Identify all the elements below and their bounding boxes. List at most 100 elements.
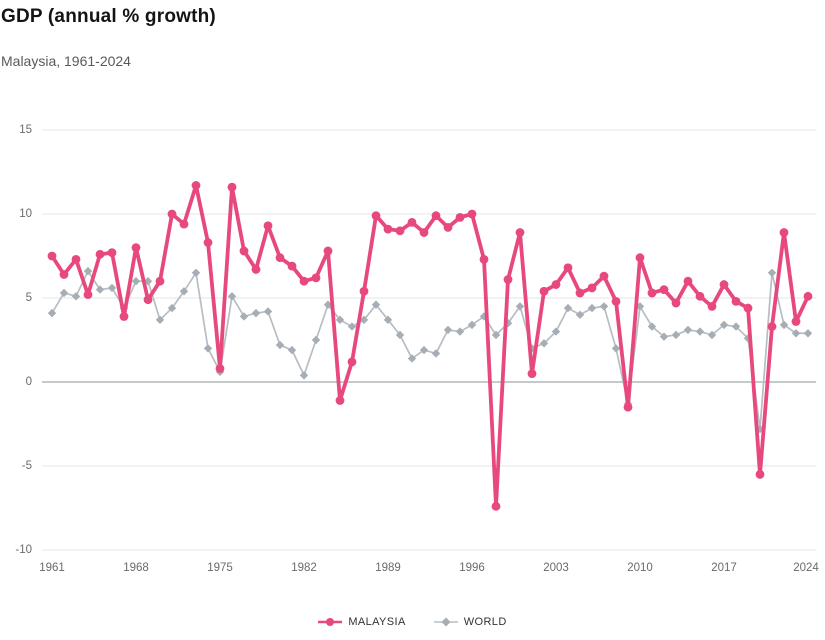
data-point-world-1966[interactable] <box>107 283 117 293</box>
data-point-malaysia-1969[interactable] <box>143 295 153 305</box>
data-point-world-1977[interactable] <box>239 312 249 321</box>
data-point-world-1986[interactable] <box>347 322 357 331</box>
data-point-world-2002[interactable] <box>539 339 549 348</box>
data-point-world-1978[interactable] <box>251 308 261 318</box>
data-point-malaysia-1987[interactable] <box>359 286 369 296</box>
data-point-malaysia-2003[interactable] <box>551 280 561 289</box>
data-point-world-1988[interactable] <box>371 300 381 309</box>
data-point-world-1989[interactable] <box>383 315 393 325</box>
data-point-malaysia-1990[interactable] <box>395 226 405 236</box>
data-point-malaysia-1996[interactable] <box>467 209 477 219</box>
data-point-world-1962[interactable] <box>59 288 69 298</box>
data-point-world-1968[interactable] <box>131 277 141 286</box>
data-point-malaysia-2020[interactable] <box>755 470 765 479</box>
data-point-malaysia-1991[interactable] <box>407 218 417 227</box>
data-point-malaysia-1986[interactable] <box>347 357 357 367</box>
data-point-malaysia-1983[interactable] <box>311 273 321 283</box>
data-point-malaysia-1985[interactable] <box>335 396 345 405</box>
data-point-malaysia-2019[interactable] <box>743 303 753 313</box>
data-point-malaysia-2017[interactable] <box>719 280 729 289</box>
data-point-malaysia-1981[interactable] <box>287 261 297 271</box>
data-point-world-1983[interactable] <box>311 335 321 345</box>
data-point-malaysia-1978[interactable] <box>251 265 261 274</box>
data-point-world-2014[interactable] <box>683 325 693 335</box>
data-point-world-1980[interactable] <box>275 340 285 350</box>
data-point-malaysia-1961[interactable] <box>47 251 57 261</box>
data-point-malaysia-1979[interactable] <box>263 221 273 231</box>
data-point-malaysia-1980[interactable] <box>275 253 285 263</box>
world-line[interactable] <box>51 270 809 430</box>
data-point-world-1979[interactable] <box>263 307 273 316</box>
data-point-malaysia-2014[interactable] <box>683 276 693 286</box>
data-point-malaysia-2009[interactable] <box>623 402 633 412</box>
data-point-malaysia-2002[interactable] <box>539 286 549 296</box>
data-point-world-1972[interactable] <box>179 287 189 296</box>
data-point-world-1964[interactable] <box>83 266 93 276</box>
data-point-world-1995[interactable] <box>455 327 465 336</box>
data-point-malaysia-2000[interactable] <box>515 228 525 237</box>
data-point-world-2015[interactable] <box>695 327 705 336</box>
data-point-malaysia-2001[interactable] <box>527 369 537 378</box>
data-point-world-1973[interactable] <box>191 268 201 277</box>
data-point-malaysia-2008[interactable] <box>611 296 621 306</box>
data-point-malaysia-1989[interactable] <box>383 224 393 234</box>
data-point-malaysia-1965[interactable] <box>95 249 105 259</box>
data-point-world-2024[interactable] <box>803 329 813 338</box>
data-point-malaysia-1975[interactable] <box>215 364 225 373</box>
data-point-world-1987[interactable] <box>359 315 369 325</box>
data-point-world-2023[interactable] <box>791 329 801 338</box>
data-point-malaysia-1993[interactable] <box>431 211 441 221</box>
data-point-malaysia-2007[interactable] <box>599 271 609 281</box>
data-point-world-2004[interactable] <box>563 303 573 313</box>
data-point-world-1993[interactable] <box>431 349 441 358</box>
legend-item-malaysia[interactable]: MALAYSIA <box>318 616 405 628</box>
data-point-world-2011[interactable] <box>647 322 657 331</box>
data-point-malaysia-2011[interactable] <box>647 288 657 298</box>
data-point-world-1974[interactable] <box>203 344 213 353</box>
data-point-world-1981[interactable] <box>287 345 297 355</box>
data-point-malaysia-2021[interactable] <box>767 322 777 331</box>
data-point-world-1992[interactable] <box>419 345 429 355</box>
data-point-malaysia-1982[interactable] <box>299 276 309 286</box>
data-point-malaysia-1999[interactable] <box>503 275 513 284</box>
data-point-world-1965[interactable] <box>95 285 105 294</box>
malaysia-line[interactable] <box>50 183 810 509</box>
data-point-world-1991[interactable] <box>407 354 417 363</box>
data-point-malaysia-1997[interactable] <box>479 254 489 264</box>
data-point-world-2003[interactable] <box>551 327 561 336</box>
data-point-world-2006[interactable] <box>587 303 597 313</box>
data-point-malaysia-2016[interactable] <box>707 302 717 311</box>
data-point-malaysia-1984[interactable] <box>323 246 333 256</box>
data-point-malaysia-2022[interactable] <box>779 228 789 237</box>
data-point-world-2021[interactable] <box>767 268 777 277</box>
data-point-world-2000[interactable] <box>515 302 525 311</box>
data-point-world-2012[interactable] <box>659 332 669 341</box>
legend-item-world[interactable]: WORLD <box>433 616 507 628</box>
data-point-malaysia-1967[interactable] <box>119 312 129 321</box>
data-point-world-2018[interactable] <box>731 322 741 331</box>
data-point-malaysia-1963[interactable] <box>71 254 81 264</box>
data-point-malaysia-1998[interactable] <box>491 501 501 511</box>
data-point-world-2013[interactable] <box>671 330 681 340</box>
data-point-world-2016[interactable] <box>707 330 717 340</box>
data-point-malaysia-1973[interactable] <box>191 181 201 190</box>
data-point-malaysia-1968[interactable] <box>131 243 141 253</box>
data-point-malaysia-1964[interactable] <box>83 290 93 300</box>
data-point-malaysia-1995[interactable] <box>455 212 465 222</box>
data-point-world-1963[interactable] <box>71 292 81 301</box>
data-point-world-1961[interactable] <box>47 308 57 318</box>
data-point-malaysia-2010[interactable] <box>635 253 645 263</box>
data-point-malaysia-2005[interactable] <box>575 288 585 298</box>
data-point-malaysia-1966[interactable] <box>107 248 117 258</box>
data-point-world-2022[interactable] <box>779 320 789 330</box>
data-point-malaysia-1976[interactable] <box>227 182 237 192</box>
data-point-world-1985[interactable] <box>335 315 345 325</box>
data-point-world-1998[interactable] <box>491 330 501 340</box>
data-point-malaysia-2004[interactable] <box>563 263 573 273</box>
data-point-world-2007[interactable] <box>599 302 609 311</box>
data-point-world-1984[interactable] <box>323 300 333 309</box>
data-point-malaysia-2013[interactable] <box>671 298 681 308</box>
data-point-malaysia-1962[interactable] <box>59 270 69 279</box>
data-point-malaysia-1970[interactable] <box>155 276 165 286</box>
data-point-malaysia-2006[interactable] <box>587 283 597 293</box>
